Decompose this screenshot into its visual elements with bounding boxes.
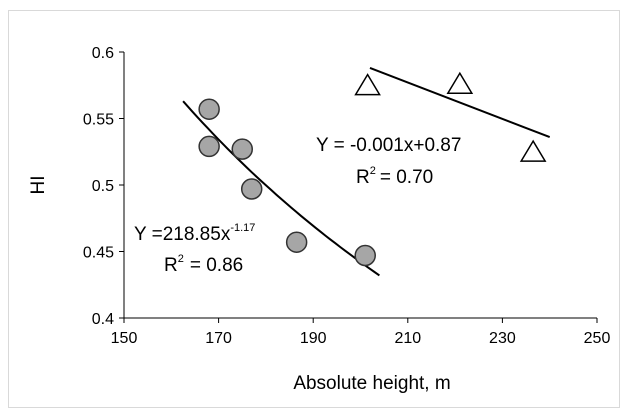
chart-frame (8, 10, 620, 408)
r2-exponent: 2 (370, 165, 376, 177)
fit-r2-linear: R2 = 0.70 (356, 165, 433, 188)
r2-letter: R (164, 255, 178, 276)
x-tick-label: 210 (394, 330, 421, 347)
y-tick-label: 0.4 (92, 311, 114, 328)
axes (119, 51, 598, 323)
y-tick-label: 0.45 (83, 245, 114, 262)
fit-equation-linear: Y = -0.001x+0.87 (316, 135, 461, 156)
r2-value: = 0.86 (190, 255, 243, 276)
x-tick-label: 250 (584, 330, 611, 347)
circle-point (354, 244, 376, 267)
y-tick-label: 0.5 (92, 178, 114, 195)
fit-r2-power: R2 = 0.86 (164, 253, 243, 276)
x-tick-label: 150 (111, 330, 138, 347)
power-fit-line (182, 100, 380, 277)
data-points (198, 71, 547, 267)
tick-labels: 150 170 190 210 230 250 0.4 0.45 0.5 0.55 0.6 (83, 45, 611, 347)
r2-letter: R (356, 167, 370, 188)
x-tick-label: 230 (489, 330, 516, 347)
x-tick-label: 190 (300, 330, 327, 347)
triangle-point (354, 73, 381, 96)
circle-point (198, 135, 220, 158)
y-axis-title: HI (28, 176, 49, 195)
fit-equation-power: Y =218.85x-1.17 (134, 222, 255, 245)
circle-point (231, 138, 253, 160)
circle-point (198, 98, 220, 120)
trend-lines (182, 67, 551, 277)
y-tick-label: 0.55 (83, 112, 114, 129)
equation-base: Y =218.85x (134, 224, 231, 245)
triangle-point (519, 139, 547, 162)
circle-point (240, 178, 263, 200)
equation-exponent: -1.17 (230, 222, 255, 234)
y-tick-label: 0.6 (92, 45, 114, 62)
triangle-point (446, 71, 474, 94)
x-tick-label: 170 (205, 330, 232, 347)
x-axis-title: Absolute height, m (293, 373, 450, 394)
linear-fit-line (369, 67, 551, 139)
r2-value: = 0.70 (380, 167, 433, 188)
r2-exponent: 2 (178, 253, 184, 265)
circle-point (285, 231, 308, 253)
